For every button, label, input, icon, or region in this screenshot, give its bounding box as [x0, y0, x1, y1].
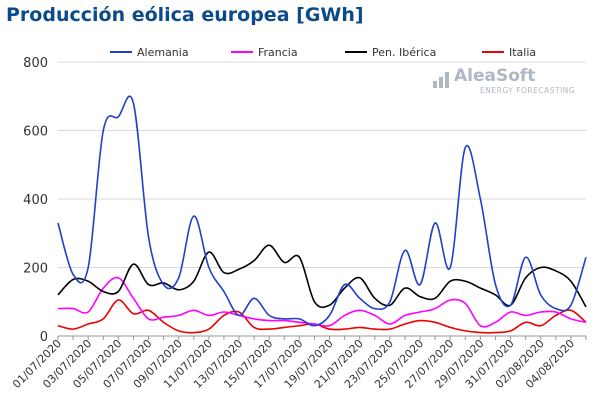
legend-label-pen-iberica: Pen. Ibérica — [372, 45, 437, 59]
logo-name: AleaSoft — [454, 66, 536, 86]
legend-swatch-francia — [231, 51, 253, 53]
legend-item-italia: Italia — [482, 44, 536, 60]
aleasoft-logo-icon — [433, 72, 449, 88]
gridlines — [58, 61, 586, 268]
chart-title: Producción eólica europea [GWh] — [6, 4, 364, 26]
legend-label-alemania: Alemania — [137, 45, 189, 59]
y-tick-label: 200 — [23, 262, 48, 277]
y-tick-label: 0 — [40, 330, 48, 345]
tick-labels: 020040060080001/07/202003/07/202005/07/2… — [10, 56, 577, 391]
legend-label-italia: Italia — [509, 45, 537, 59]
legend-label-francia: Francia — [258, 45, 298, 59]
legend-item-pen-iberica: Pen. Ibérica — [345, 44, 436, 60]
y-tick-label: 800 — [23, 56, 48, 71]
logo-subtitle: ENERGY FORECASTING — [480, 86, 576, 95]
y-tick-label: 400 — [23, 193, 48, 208]
legend-item-francia: Francia — [231, 44, 298, 60]
series-lines — [57, 95, 587, 334]
legend-swatch-italia — [482, 51, 504, 53]
series-line-italia — [57, 299, 587, 334]
aleasoft-logo: AleaSoft ENERGY FORECASTING — [432, 66, 578, 98]
y-tick-label: 600 — [23, 125, 48, 140]
legend-item-alemania: Alemania — [110, 44, 189, 60]
chart-legend: Alemania Francia Pen. Ibérica Italia — [0, 44, 600, 60]
series-line-francia — [57, 276, 587, 328]
legend-swatch-alemania — [110, 51, 132, 53]
series-line-alemania — [57, 95, 587, 327]
axes — [57, 335, 587, 340]
series-line-pen-iberica — [57, 244, 587, 309]
legend-swatch-pen-iberica — [345, 51, 367, 53]
